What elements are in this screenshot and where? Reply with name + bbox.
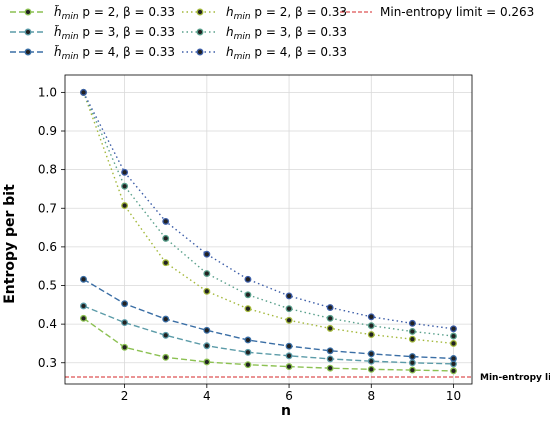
y-tick-label: 0.8 xyxy=(38,163,57,177)
data-point xyxy=(326,347,334,355)
series-line-2 xyxy=(83,305,454,365)
data-point xyxy=(326,304,334,311)
series-line-4 xyxy=(82,92,454,345)
legend-entry: h̃min p = 2, β = 0.33 xyxy=(54,5,175,22)
y-tick-label: 0.3 xyxy=(38,356,57,370)
data-point xyxy=(408,359,416,367)
data-point xyxy=(203,287,211,295)
y-tick-label: 0.9 xyxy=(38,124,57,138)
y-tick-label: 0.4 xyxy=(38,317,57,331)
legend-marker xyxy=(24,8,32,16)
plot-frame xyxy=(64,74,473,385)
data-point xyxy=(244,305,252,313)
plot-area xyxy=(65,88,472,378)
legend-marker xyxy=(196,8,204,16)
data-point xyxy=(203,270,211,277)
data-point xyxy=(162,331,170,339)
data-point xyxy=(326,364,334,372)
data-point xyxy=(121,300,129,308)
series-line-1 xyxy=(83,317,454,372)
legend-marker xyxy=(24,48,32,56)
data-point xyxy=(450,355,457,362)
data-point xyxy=(408,328,416,335)
legend-marker xyxy=(24,28,32,36)
data-point xyxy=(244,361,252,369)
reference-annotation: Min-entropy limit xyxy=(480,373,550,383)
data-point xyxy=(450,332,457,340)
data-point xyxy=(203,326,211,334)
series-line-3 xyxy=(83,278,454,360)
x-tick-label: 4 xyxy=(203,389,211,403)
data-point xyxy=(285,292,293,300)
y-axis-label: Entropy per bit xyxy=(2,184,18,304)
data-point xyxy=(244,336,252,344)
data-point xyxy=(367,357,375,365)
data-point xyxy=(408,366,416,374)
data-point xyxy=(162,315,170,323)
legend: h̃min p = 2, β = 0.33 h̃min p = 3, β = 0.… xyxy=(10,5,534,62)
data-point xyxy=(326,324,334,332)
data-point xyxy=(244,348,252,356)
grid xyxy=(65,75,472,384)
data-point xyxy=(80,314,87,322)
legend-entry: h̃min p = 3, β = 0.33 xyxy=(54,25,175,42)
data-point xyxy=(285,352,293,360)
data-point xyxy=(203,342,211,350)
data-point xyxy=(326,314,334,322)
data-point xyxy=(367,350,375,358)
data-point xyxy=(285,305,293,313)
data-point xyxy=(162,353,170,361)
legend-entry: hmin p = 4, β = 0.33 xyxy=(226,45,347,62)
data-point xyxy=(80,88,87,96)
data-point xyxy=(326,355,334,363)
data-point xyxy=(80,302,87,310)
data-point xyxy=(285,316,293,324)
y-tick-label: 1.0 xyxy=(38,85,57,99)
x-tick-label: 2 xyxy=(121,389,129,403)
data-point xyxy=(80,275,87,283)
data-point xyxy=(408,319,416,327)
y-tick-label: 0.5 xyxy=(38,279,57,293)
data-point xyxy=(408,335,416,343)
data-point xyxy=(121,202,129,210)
data-point xyxy=(450,339,457,347)
data-point xyxy=(121,182,129,190)
data-point xyxy=(408,353,416,361)
axes: Min-entropy limit 2 4 6 8 10 0.3 0.4 0.5 0.6 0.7 0.… xyxy=(38,74,550,403)
data-point xyxy=(244,291,252,299)
data-point xyxy=(367,322,375,330)
data-point xyxy=(367,331,375,339)
data-point xyxy=(203,250,211,258)
series-line-6 xyxy=(82,92,454,330)
data-point xyxy=(162,217,170,225)
legend-entry: h̃min p = 4, β = 0.33 xyxy=(54,45,175,62)
data-point xyxy=(367,365,375,373)
data-point xyxy=(121,319,129,327)
x-tick-label: 6 xyxy=(285,389,293,403)
data-point xyxy=(244,275,252,283)
series-line-5 xyxy=(82,92,454,337)
data-point xyxy=(285,342,293,350)
data-point xyxy=(450,325,457,333)
data-point xyxy=(121,168,129,176)
legend-marker xyxy=(196,48,204,56)
legend-marker xyxy=(196,28,204,36)
legend-entry-reference: Min-entropy limit = 0.263 xyxy=(380,5,534,19)
data-point xyxy=(285,363,293,371)
x-tick-label: 10 xyxy=(446,389,461,403)
data-point xyxy=(450,367,457,375)
x-axis-label: n xyxy=(281,403,291,419)
data-point xyxy=(121,343,129,351)
data-point xyxy=(162,234,170,242)
data-point xyxy=(162,259,170,267)
legend-entry: hmin p = 3, β = 0.33 xyxy=(226,25,347,42)
y-tick-label: 0.6 xyxy=(38,240,57,254)
y-tick-label: 0.7 xyxy=(38,201,57,215)
data-point xyxy=(367,313,375,321)
x-tick-label: 8 xyxy=(367,389,375,403)
data-point xyxy=(203,358,211,366)
legend-entry: hmin p = 2, β = 0.33 xyxy=(226,5,347,22)
